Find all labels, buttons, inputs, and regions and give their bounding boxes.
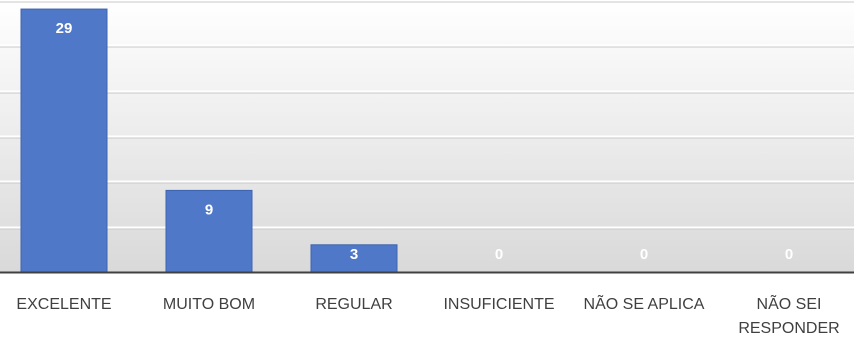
bar bbox=[165, 189, 253, 273]
category-label-line: MUITO BOM bbox=[163, 296, 255, 313]
category-label: NÃO SEI RESPONDER bbox=[738, 293, 839, 337]
data-labels: 29 9 3 0 0 0 bbox=[56, 20, 794, 263]
category-label: MUITO BOM bbox=[163, 296, 255, 313]
category-label-line: NÃO SE APLICA bbox=[584, 293, 705, 313]
data-label: 9 bbox=[205, 201, 213, 218]
bar bbox=[20, 8, 108, 273]
bars bbox=[20, 8, 398, 273]
bar bbox=[310, 244, 398, 273]
category-label: REGULAR bbox=[315, 296, 392, 313]
category-labels: EXCELENTE MUITO BOM REGULAR INSUFICIENTE NÃO… bbox=[16, 293, 839, 337]
category-label: NÃO SE APLICA bbox=[584, 293, 705, 313]
data-label: 0 bbox=[495, 246, 503, 263]
category-label: EXCELENTE bbox=[16, 296, 111, 313]
category-label-line: INSUFICIENTE bbox=[443, 296, 554, 313]
category-label-line: RESPONDER bbox=[738, 320, 839, 337]
data-label: 0 bbox=[640, 246, 648, 263]
data-label: 29 bbox=[56, 20, 73, 37]
gridlines bbox=[0, 0, 854, 230]
category-label-line: REGULAR bbox=[315, 296, 392, 313]
category-label: INSUFICIENTE bbox=[443, 296, 554, 313]
category-label-line: NÃO SEI bbox=[757, 293, 822, 313]
data-label: 0 bbox=[785, 246, 793, 263]
data-label: 3 bbox=[350, 246, 358, 263]
category-label-line: EXCELENTE bbox=[16, 296, 111, 313]
